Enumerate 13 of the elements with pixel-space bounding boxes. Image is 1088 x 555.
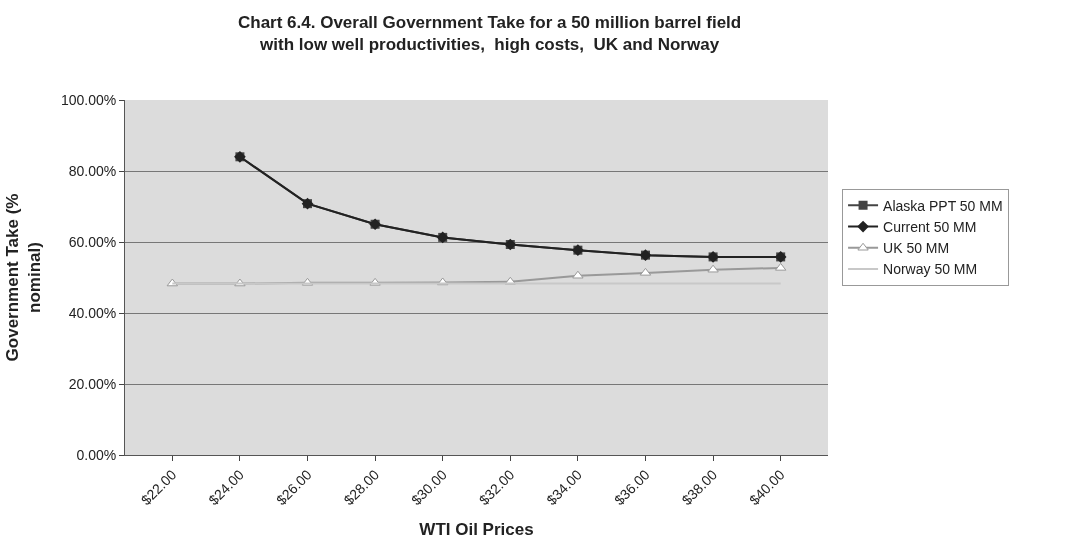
legend-label: UK 50 MM <box>883 240 950 257</box>
y-axis-title: Government Take (% nominal) <box>3 193 45 362</box>
y-tick-label: 20.00% <box>68 375 117 392</box>
chart-title: Chart 6.4. Overall Government Take for a 50 million barrel field with low well productivities, high costs, UK and Norway <box>237 12 742 54</box>
y-tick-label: 60.00% <box>68 233 117 250</box>
legend-label: Current 50 MM <box>883 219 977 236</box>
y-tick-label: 100.00% <box>60 91 117 108</box>
legend-label: Norway 50 MM <box>883 261 978 278</box>
y-tick-label: 40.00% <box>68 304 117 321</box>
y-tick-label: 80.00% <box>68 162 117 179</box>
legend-label: Alaska PPT 50 MM <box>883 197 1003 214</box>
x-axis-title: WTI Oil Prices <box>419 519 534 539</box>
y-tick-label: 0.00% <box>76 446 117 463</box>
